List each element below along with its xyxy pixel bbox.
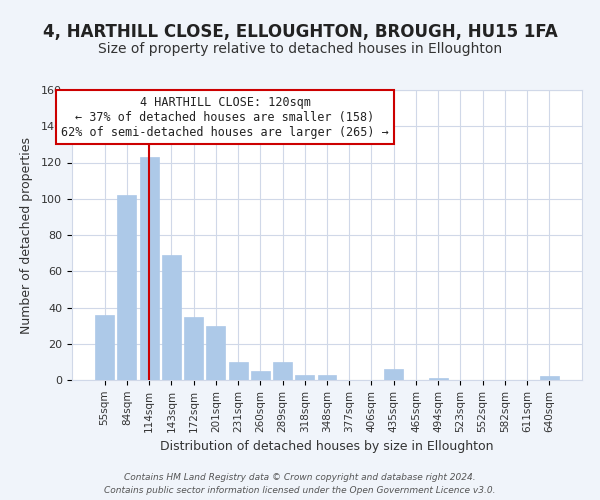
Bar (384, 369, 403, 380)
Bar (429, 378, 448, 380)
Bar (140, 157, 158, 380)
Bar (540, 376, 559, 380)
Bar (118, 195, 136, 380)
Bar (229, 362, 248, 380)
Text: 4, HARTHILL CLOSE, ELLOUGHTON, BROUGH, HU15 1FA: 4, HARTHILL CLOSE, ELLOUGHTON, BROUGH, H… (43, 22, 557, 40)
Text: Contains public sector information licensed under the Open Government Licence v3: Contains public sector information licen… (104, 486, 496, 495)
Bar (206, 326, 225, 380)
Bar (295, 374, 314, 380)
X-axis label: Distribution of detached houses by size in Elloughton: Distribution of detached houses by size … (160, 440, 494, 453)
Text: Contains HM Land Registry data © Crown copyright and database right 2024.: Contains HM Land Registry data © Crown c… (124, 474, 476, 482)
Bar (184, 316, 203, 380)
Bar (162, 255, 181, 380)
Bar (273, 362, 292, 380)
Bar (251, 371, 270, 380)
Bar (317, 374, 337, 380)
Text: 4 HARTHILL CLOSE: 120sqm
← 37% of detached houses are smaller (158)
62% of semi-: 4 HARTHILL CLOSE: 120sqm ← 37% of detach… (61, 96, 389, 139)
Y-axis label: Number of detached properties: Number of detached properties (20, 136, 33, 334)
Bar (95, 315, 114, 380)
Text: Size of property relative to detached houses in Elloughton: Size of property relative to detached ho… (98, 42, 502, 56)
